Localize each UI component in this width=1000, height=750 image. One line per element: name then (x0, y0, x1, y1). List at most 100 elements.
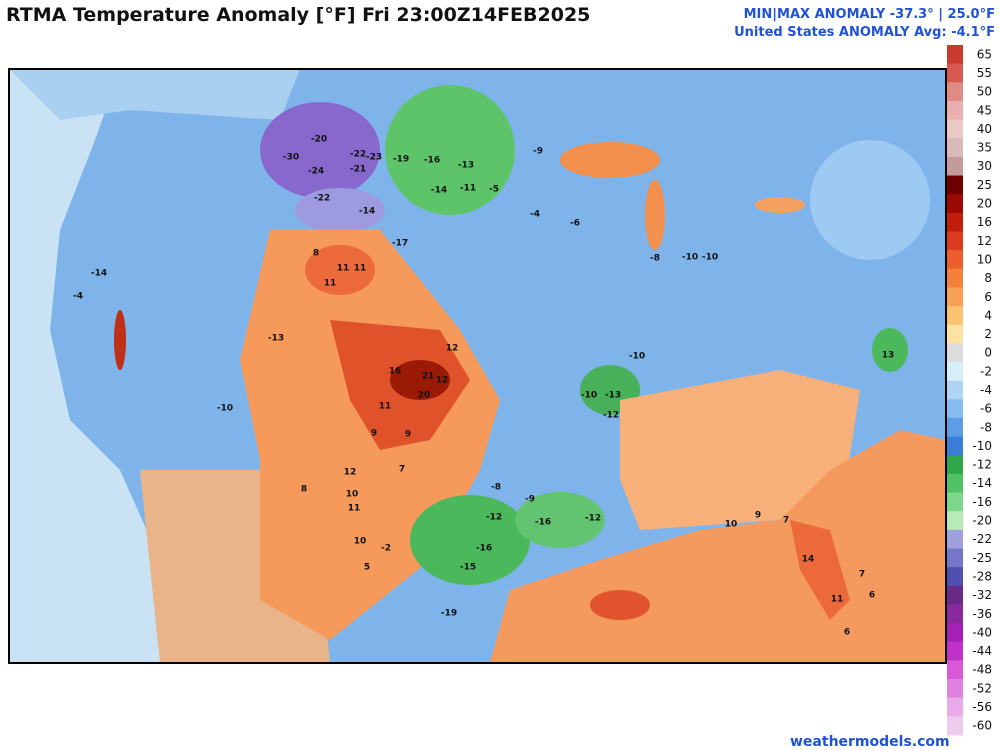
station-anomaly: -22 (314, 194, 330, 204)
station-anomaly: -13 (268, 334, 284, 344)
colorbar-label: 20 (977, 197, 992, 211)
station-anomaly: 11 (324, 279, 337, 289)
station-anomaly: 16 (389, 367, 402, 377)
colorbar-label: 4 (984, 308, 992, 322)
station-anomaly: 21 (422, 372, 435, 382)
colorbar-label: -56 (972, 700, 992, 714)
station-anomaly: -8 (650, 254, 660, 264)
station-anomaly: -6 (570, 219, 580, 229)
colorbar-label: 55 (977, 66, 992, 80)
colorbar-swatch (947, 250, 963, 270)
station-anomaly: -10 (217, 404, 233, 414)
station-anomaly: -17 (392, 239, 408, 249)
colorbar-swatch (947, 623, 963, 643)
station-anomaly: -22 (350, 150, 366, 160)
colorbar-label: -14 (972, 476, 992, 490)
station-anomaly: -5 (489, 185, 499, 195)
colorbar-swatch (947, 604, 963, 624)
station-anomaly: -12 (585, 514, 601, 524)
colorbar-swatch (947, 492, 963, 512)
colorbar-swatch (947, 399, 963, 419)
colorbar-label: -12 (972, 458, 992, 472)
station-anomaly: 14 (802, 555, 815, 565)
station-anomaly: -21 (350, 165, 366, 175)
station-anomaly: 11 (831, 595, 844, 605)
station-anomaly: -10 (581, 391, 597, 401)
colorbar: 65555045403530252016121086420-2-4-6-8-10… (947, 45, 992, 736)
station-anomaly: 6 (869, 591, 875, 601)
station-anomaly: 10 (725, 520, 738, 530)
map (9, 69, 946, 663)
average: United States ANOMALY Avg: -4.1°F (734, 25, 995, 40)
colorbar-label: 16 (977, 215, 992, 229)
station-anomaly: -23 (366, 153, 382, 163)
colorbar-swatch (947, 679, 963, 699)
station-anomaly: -4 (530, 210, 540, 220)
colorbar-label: -52 (972, 681, 992, 695)
colorbar-label: -25 (972, 551, 992, 565)
colorbar-swatch (947, 697, 963, 717)
colorbar-swatch (947, 138, 963, 158)
colorbar-swatch (947, 529, 963, 550)
station-anomaly: 11 (348, 504, 361, 514)
credit: weathermodels.com (790, 734, 950, 750)
station-anomaly: -16 (476, 544, 492, 554)
colorbar-label: 25 (977, 178, 992, 192)
station-anomaly: -19 (441, 609, 457, 619)
colorbar-label: 8 (984, 271, 992, 285)
station-anomaly: -20 (311, 135, 327, 145)
station-anomaly: 9 (371, 429, 377, 439)
colorbar-swatch (947, 119, 963, 139)
station-anomaly: 6 (844, 628, 850, 638)
station-anomaly: -14 (91, 269, 107, 279)
station-anomaly: 8 (313, 249, 319, 259)
min-max: MIN|MAX ANOMALY -37.3° | 25.0°F (744, 7, 995, 22)
colorbar-swatch (947, 212, 963, 232)
station-anomaly: 12 (446, 344, 459, 354)
colorbar-label: -2 (980, 364, 992, 378)
colorbar-swatch (947, 417, 963, 438)
station-anomaly: -12 (486, 513, 502, 523)
colorbar-label: -36 (972, 607, 992, 621)
colorbar-swatch (947, 455, 963, 475)
station-anomaly: -9 (533, 147, 543, 157)
station-anomaly: -9 (525, 495, 535, 505)
colorbar-label: -22 (972, 532, 992, 546)
colorbar-label: -28 (972, 569, 992, 583)
colorbar-label: 2 (984, 327, 992, 341)
station-anomaly: -10 (702, 253, 718, 263)
station-anomaly: -8 (491, 483, 501, 493)
colorbar-label: 6 (984, 290, 992, 304)
station-anomaly: -11 (460, 184, 476, 194)
colorbar-swatch (947, 324, 963, 344)
station-anomaly: -10 (682, 253, 698, 263)
colorbar-swatch (947, 362, 963, 382)
station-anomaly: 5 (364, 563, 370, 573)
colorbar-label: 45 (977, 103, 992, 117)
colorbar-swatch (947, 660, 963, 680)
colorbar-label: -6 (980, 402, 992, 416)
station-anomaly: 9 (755, 511, 761, 521)
station-anomaly: 8 (301, 485, 307, 495)
colorbar-label: -4 (980, 383, 992, 397)
station-anomaly: 20 (418, 391, 431, 401)
station-anomaly: 11 (337, 264, 350, 274)
colorbar-label: -32 (972, 588, 992, 602)
colorbar-swatch (947, 156, 963, 177)
station-anomaly: -24 (308, 167, 324, 177)
colorbar-label: 35 (977, 141, 992, 155)
colorbar-label: -44 (972, 644, 992, 658)
title: RTMA Temperature Anomaly [°F] Fri 23:00Z… (6, 4, 590, 26)
station-anomaly: 10 (354, 537, 367, 547)
colorbar-label: 40 (977, 122, 992, 136)
colorbar-swatch (947, 436, 963, 456)
station-anomaly: 11 (379, 402, 392, 412)
station-anomaly: 10 (346, 490, 359, 500)
colorbar-label: -48 (972, 663, 992, 677)
station-anomaly: 12 (344, 468, 357, 478)
station-anomaly: -14 (431, 186, 447, 196)
colorbar-swatch (947, 585, 963, 605)
colorbar-label: 12 (977, 234, 992, 248)
colorbar-swatch (947, 511, 963, 531)
